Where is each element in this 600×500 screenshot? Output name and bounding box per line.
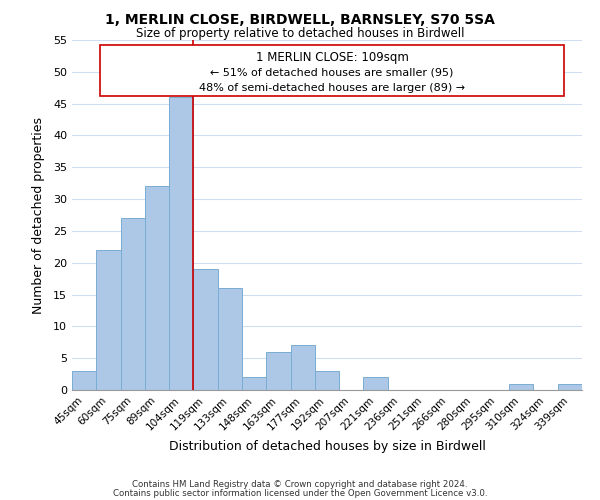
X-axis label: Distribution of detached houses by size in Birdwell: Distribution of detached houses by size … bbox=[169, 440, 485, 453]
Text: 1, MERLIN CLOSE, BIRDWELL, BARNSLEY, S70 5SA: 1, MERLIN CLOSE, BIRDWELL, BARNSLEY, S70… bbox=[105, 12, 495, 26]
Text: Size of property relative to detached houses in Birdwell: Size of property relative to detached ho… bbox=[136, 28, 464, 40]
Bar bbox=[242, 378, 266, 390]
Bar bbox=[558, 384, 582, 390]
Bar bbox=[315, 371, 339, 390]
Bar bbox=[72, 371, 96, 390]
Bar bbox=[290, 346, 315, 390]
Text: Contains HM Land Registry data © Crown copyright and database right 2024.: Contains HM Land Registry data © Crown c… bbox=[132, 480, 468, 489]
Bar bbox=[121, 218, 145, 390]
Bar bbox=[193, 269, 218, 390]
Bar bbox=[218, 288, 242, 390]
Text: 48% of semi-detached houses are larger (89) →: 48% of semi-detached houses are larger (… bbox=[199, 82, 465, 92]
FancyBboxPatch shape bbox=[100, 46, 564, 96]
Bar bbox=[96, 250, 121, 390]
Y-axis label: Number of detached properties: Number of detached properties bbox=[32, 116, 44, 314]
Text: 1 MERLIN CLOSE: 109sqm: 1 MERLIN CLOSE: 109sqm bbox=[256, 50, 409, 64]
Bar bbox=[266, 352, 290, 390]
Text: Contains public sector information licensed under the Open Government Licence v3: Contains public sector information licen… bbox=[113, 488, 487, 498]
Bar bbox=[509, 384, 533, 390]
Bar bbox=[169, 98, 193, 390]
Text: ← 51% of detached houses are smaller (95): ← 51% of detached houses are smaller (95… bbox=[211, 68, 454, 78]
Bar bbox=[364, 378, 388, 390]
Bar bbox=[145, 186, 169, 390]
